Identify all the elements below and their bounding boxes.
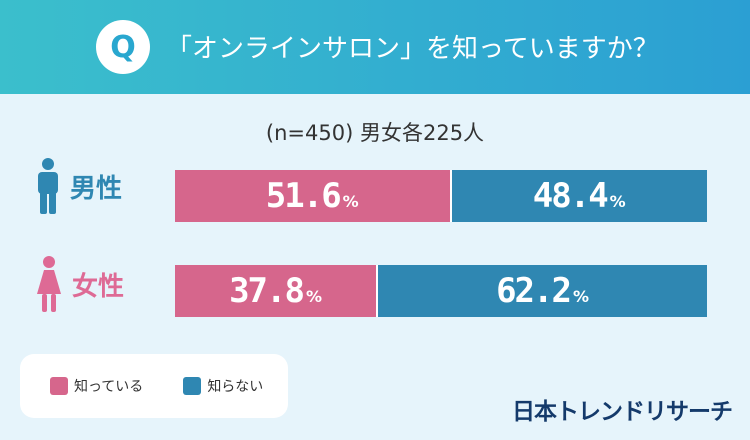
bar-segment-male-know: 51.6% <box>175 170 450 222</box>
blue-square-icon <box>183 377 202 395</box>
data-label: 62.2 <box>496 271 572 311</box>
legend-label: 知っている <box>74 379 144 395</box>
bar-row-female: 37.8% 62.2% <box>175 265 707 317</box>
question-header: Q 「オンラインサロン」を知っていますか？ <box>0 0 750 94</box>
row-label-female: 女性 <box>36 256 124 312</box>
bar-row-male: 51.6% 48.4% <box>175 170 707 222</box>
row-label-text: 男性 <box>70 173 123 204</box>
data-label: 37.8 <box>229 271 305 311</box>
legend-label: 知らない <box>207 379 264 395</box>
percent-sign: % <box>305 286 322 306</box>
female-icon <box>37 256 61 312</box>
data-label: 51.6 <box>265 176 342 216</box>
row-label-text: 女性 <box>72 271 125 302</box>
bar-segment-female-know: 37.8% <box>175 265 377 317</box>
legend-item-dont-know: 知らない <box>183 376 263 396</box>
male-icon <box>38 158 58 214</box>
bar-segment-male-dont-know: 48.4% <box>449 170 707 222</box>
sample-note: (n=450) 男女各225人 <box>265 121 485 145</box>
bar-segment-female-dont-know: 62.2% <box>376 265 707 317</box>
percent-sign: % <box>572 286 589 306</box>
data-label: 48.4 <box>532 176 609 216</box>
legend-item-know: 知っている <box>50 376 143 396</box>
pink-square-icon <box>50 377 68 395</box>
brand-logo: 日本トレンドリサーチ <box>512 399 733 425</box>
question-title: 「オンラインサロン」を知っていますか？ <box>166 34 659 64</box>
q-badge: Q <box>96 20 150 74</box>
legend: 知っている 知らない <box>20 354 288 418</box>
percent-sign: % <box>609 191 626 211</box>
row-label-male: 男性 <box>36 158 122 214</box>
percent-sign: % <box>342 191 359 211</box>
